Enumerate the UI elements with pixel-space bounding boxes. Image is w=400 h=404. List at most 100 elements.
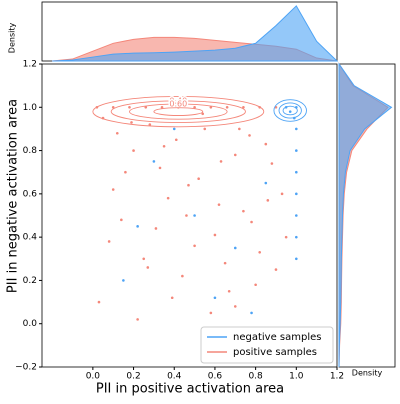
- scatter-point: [107, 240, 111, 243]
- x-tick-label: 0.4: [167, 372, 182, 382]
- scatter-point: [193, 214, 196, 217]
- contour-label: 0.60: [169, 100, 187, 109]
- y-tick-label: −0.2: [15, 363, 37, 373]
- contour: [273, 99, 307, 122]
- scatter-point: [223, 261, 227, 265]
- scatter-point: [258, 250, 261, 254]
- scatter-point: [242, 105, 245, 109]
- scatter-point: [160, 105, 164, 109]
- scatter-point: [266, 199, 270, 202]
- scatter-point: [209, 311, 213, 315]
- x-tick-label: 1.2: [330, 372, 344, 382]
- main-frame: [41, 63, 338, 368]
- scatter-point: [295, 257, 298, 261]
- scatter-point: [295, 149, 298, 152]
- contour: [129, 103, 228, 120]
- x-tick-label: 0.6: [208, 372, 223, 382]
- scatter-point: [146, 266, 150, 269]
- scatter-point: [132, 149, 135, 152]
- scatter-point: [187, 183, 190, 187]
- marginal-y-label: Density: [352, 369, 383, 378]
- x-tick-label: 0.8: [248, 372, 263, 382]
- y-tick-label: 0.2: [23, 276, 37, 286]
- scatter-point: [136, 225, 139, 228]
- scatter-point: [152, 160, 156, 163]
- scatter-point: [280, 192, 284, 196]
- scatter-point: [295, 235, 298, 239]
- scatter-point: [111, 188, 115, 191]
- scatter-point: [120, 218, 123, 222]
- scatter-point: [97, 300, 101, 304]
- scatter-point: [250, 311, 253, 315]
- scatter-point: [213, 296, 217, 300]
- scatter-point: [274, 268, 278, 271]
- scatter-point: [270, 162, 274, 165]
- scatter-point: [193, 105, 196, 109]
- scatter-point: [203, 127, 207, 131]
- y-axis-label: PII in negative activation area: [6, 99, 21, 293]
- contour: [278, 102, 302, 119]
- contour: [282, 105, 298, 116]
- y-tick-label: 1.2: [23, 60, 37, 70]
- scatter-point: [238, 127, 241, 131]
- scatter-point: [122, 279, 125, 282]
- scatter-point: [201, 112, 205, 116]
- scatter-point: [154, 227, 158, 230]
- scatter-point: [174, 138, 178, 142]
- scatter-point: [209, 105, 213, 109]
- scatter-point: [124, 170, 127, 174]
- scatter-point: [288, 110, 292, 113]
- scatter-point: [295, 127, 298, 131]
- scatter-point: [166, 196, 170, 200]
- x-tick-label: 0.0: [86, 372, 101, 382]
- scatter-point: [227, 289, 231, 293]
- legend-label: positive samples: [233, 347, 317, 358]
- scatter-point: [181, 274, 184, 278]
- y-tick-label: 0.6: [23, 189, 38, 199]
- scatter-point: [284, 235, 288, 239]
- scatter-point: [172, 127, 176, 131]
- scatter-point: [170, 296, 174, 300]
- scatter-point: [158, 166, 162, 170]
- x-tick-label: 0.2: [126, 372, 140, 382]
- scatter-point: [254, 283, 257, 287]
- scatter-point: [264, 181, 268, 185]
- scatter-point: [144, 105, 148, 109]
- contour: [153, 107, 204, 116]
- scatter-point: [250, 220, 253, 224]
- marginal-y-density: [338, 62, 393, 368]
- scatter-point: [193, 244, 196, 248]
- scatter-point: [295, 214, 298, 217]
- scatter-point: [162, 144, 166, 148]
- scatter-point: [295, 170, 298, 174]
- scatter-point: [185, 214, 188, 217]
- y-tick-label: 0.0: [23, 319, 38, 329]
- scatter-point: [233, 153, 237, 157]
- scatter-point: [264, 142, 268, 146]
- marginal-x-density: [52, 5, 339, 62]
- scatter-point: [248, 134, 251, 137]
- scatter-point: [242, 209, 245, 213]
- scatter-point: [295, 192, 298, 196]
- legend-label: negative samples: [233, 332, 321, 343]
- scatter-point: [115, 131, 119, 135]
- scatter-point: [111, 105, 115, 109]
- contour: [92, 96, 265, 128]
- scatter-point: [233, 305, 237, 308]
- y-tick-label: 1.0: [23, 103, 38, 113]
- scatter-point: [213, 233, 217, 237]
- scatter-point: [217, 203, 221, 206]
- scatter-point: [128, 105, 131, 109]
- contour: [110, 100, 246, 123]
- scatter-point: [219, 160, 223, 163]
- x-axis-label: PII in positive activation area: [96, 382, 284, 397]
- scatter-point: [142, 257, 146, 261]
- scatter-point: [197, 177, 200, 181]
- scatter-point: [136, 318, 139, 321]
- scatter-point: [225, 105, 229, 109]
- scatter-point: [130, 121, 133, 124]
- legend-box: [200, 326, 334, 364]
- scatter-point: [233, 246, 237, 250]
- marginal-x-label: Density: [8, 23, 17, 54]
